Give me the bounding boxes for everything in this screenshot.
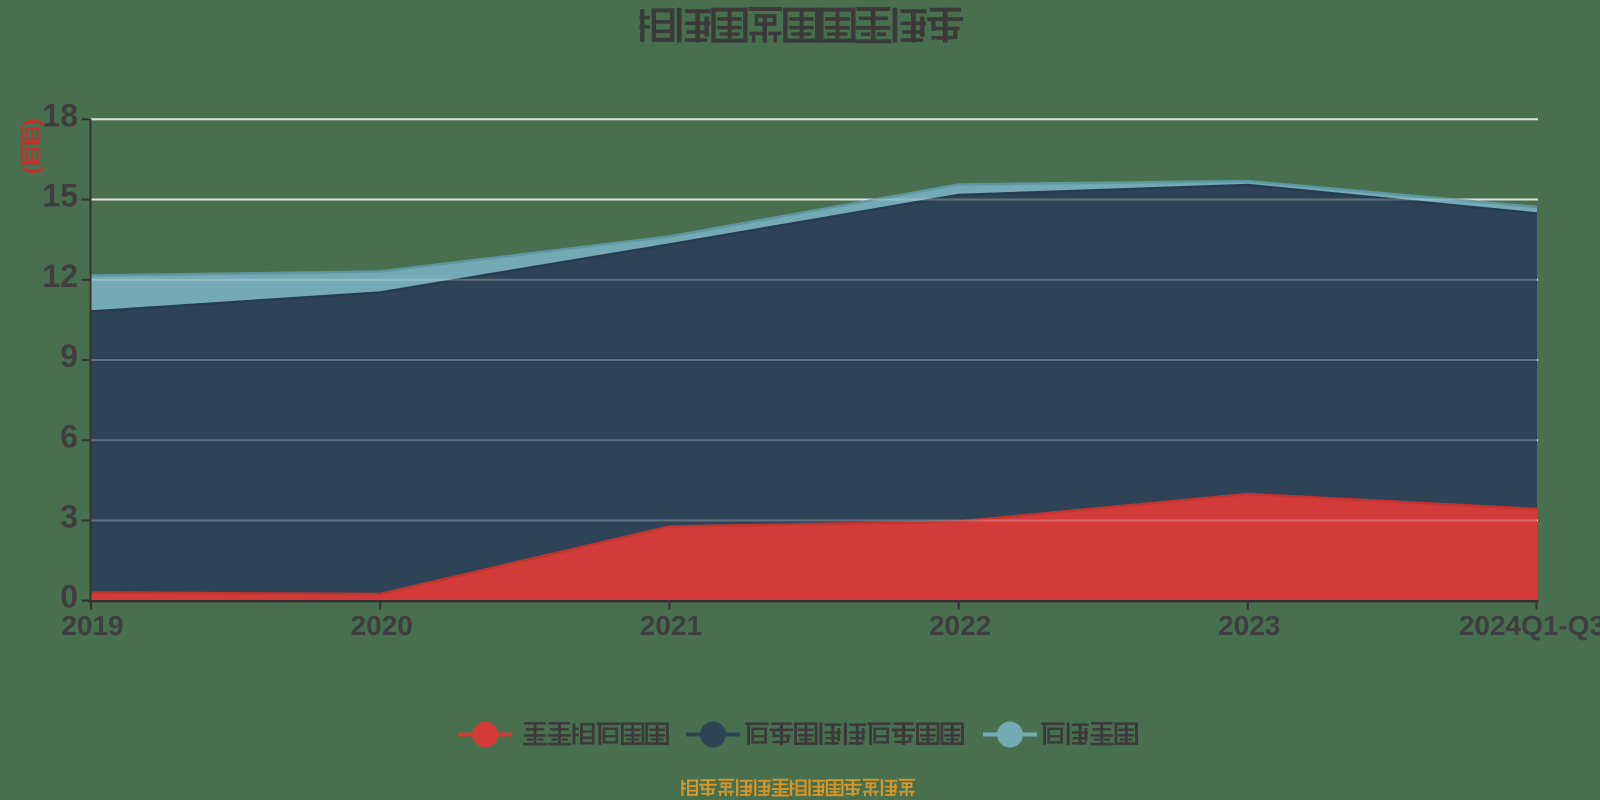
svg-text:2020: 2020: [351, 610, 413, 641]
svg-text:18: 18: [42, 97, 78, 133]
svg-text:6: 6: [60, 418, 78, 454]
svg-text:15: 15: [42, 178, 78, 214]
svg-text:3: 3: [60, 499, 78, 535]
svg-text:9: 9: [60, 338, 78, 374]
svg-text:2019: 2019: [61, 610, 123, 641]
svg-text:2024Q1-Q3: 2024Q1-Q3: [1459, 610, 1600, 641]
svg-text:12: 12: [42, 258, 78, 294]
svg-text:(: (: [19, 166, 44, 174]
svg-text:): ): [19, 119, 44, 126]
svg-text:2022: 2022: [929, 610, 991, 641]
svg-text:0: 0: [60, 579, 78, 615]
svg-text:2023: 2023: [1218, 610, 1280, 641]
svg-text:2021: 2021: [640, 610, 702, 641]
